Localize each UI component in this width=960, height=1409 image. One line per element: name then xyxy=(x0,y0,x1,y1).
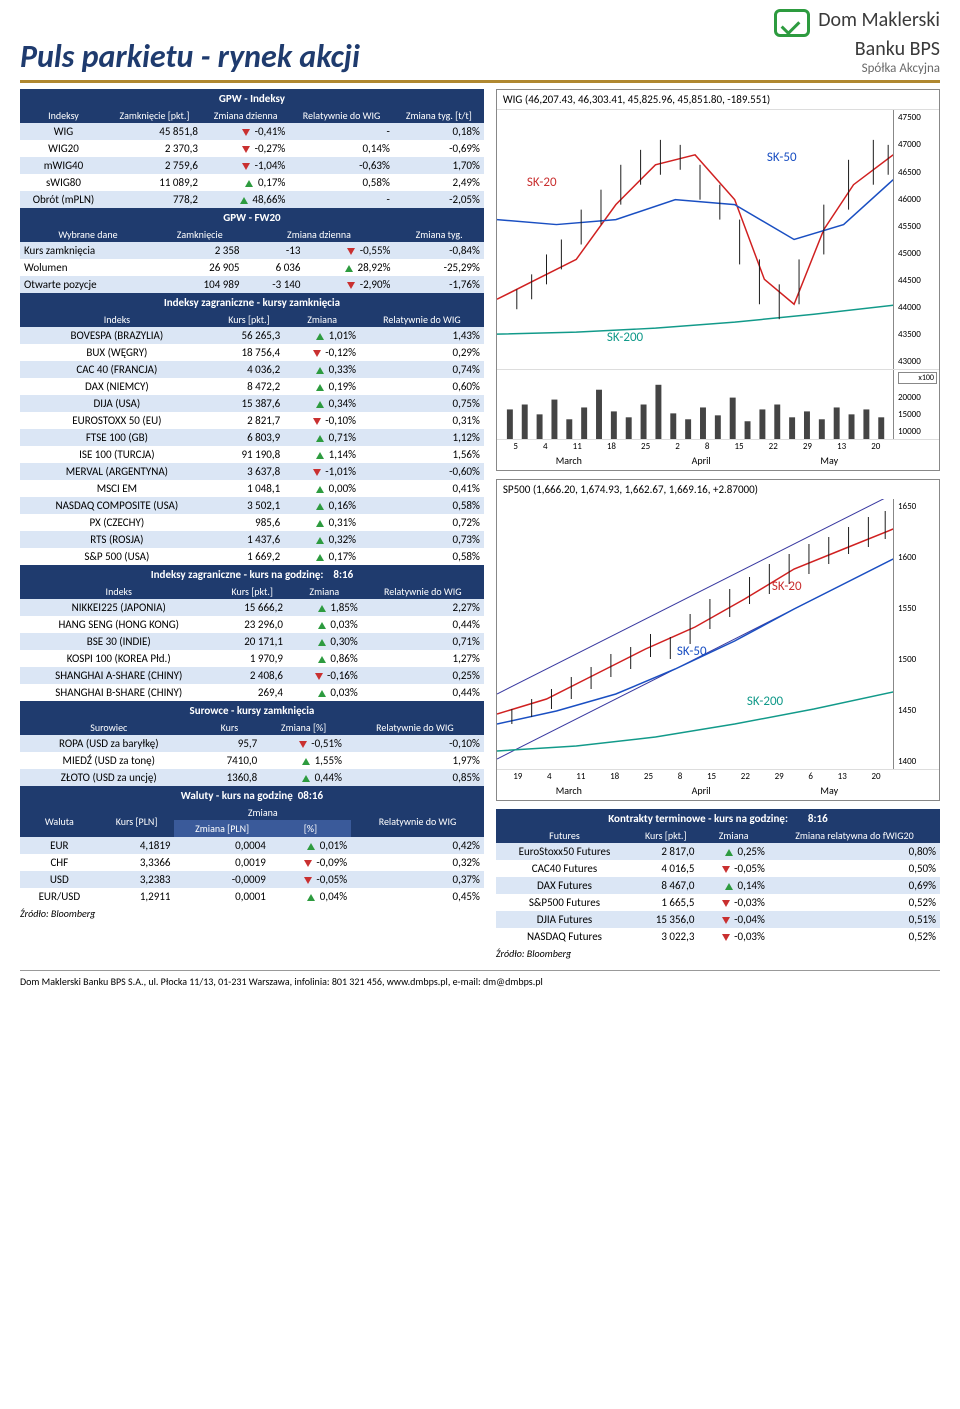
table-row: RTS (ROSJA)1 437,6 0,32%0,73% xyxy=(20,531,484,548)
table-row: NIKKEI225 (JAPONIA)15 666,2 1,85%2,27% xyxy=(20,599,484,616)
arrow-down-icon xyxy=(722,917,730,924)
table-row: DIJA (USA)15 387,6 0,34%0,75% xyxy=(20,395,484,412)
arrow-up-icon xyxy=(307,894,315,901)
table-row: MERVAL (ARGENTYNA)3 637,8 -1,01%-0,60% xyxy=(20,463,484,480)
arrow-down-icon xyxy=(304,860,312,867)
arrow-down-icon xyxy=(304,877,312,884)
arrow-up-icon xyxy=(316,384,324,391)
table-row: ROPA (USD za baryłkę)95,7 -0,51%-0,10% xyxy=(20,735,484,752)
table-row: NASDAQ Futures3 022,3 -0,03%0,52% xyxy=(496,928,940,945)
arrow-down-icon xyxy=(242,163,250,170)
table-row: FTSE 100 (GB)6 803,9 0,71%1,12% xyxy=(20,429,484,446)
table-row: ISE 100 (TURCJA)91 190,8 1,14%1,56% xyxy=(20,446,484,463)
table-row: EUR4,18190,0004 0,01%0,42% xyxy=(20,837,484,854)
arrow-up-icon xyxy=(316,503,324,510)
source-left: Źródło: Bloomberg xyxy=(20,905,484,920)
table-row: SHANGHAI B-SHARE (CHINY)269,4 0,03%0,44% xyxy=(20,684,484,701)
arrow-up-icon xyxy=(316,452,324,459)
arrow-down-icon xyxy=(722,866,730,873)
table-row: BSE 30 (INDIE)20 171,1 0,30%0,71% xyxy=(20,633,484,650)
arrow-down-icon xyxy=(722,934,730,941)
table-row: DJIA Futures15 356,0 -0,04%0,51% xyxy=(496,911,940,928)
arrow-up-icon xyxy=(318,656,326,663)
arrow-down-icon xyxy=(313,418,321,425)
arrow-up-icon xyxy=(302,758,310,765)
table-row: HANG SENG (HONG KONG)23 296,0 0,03%0,44% xyxy=(20,616,484,633)
foreign-hour-table: Indeksy zagraniczne - kurs na godzinę: 8… xyxy=(20,565,484,701)
table-row: EUR/USD1,29110,0001 0,04%0,45% xyxy=(20,888,484,905)
arrow-down-icon xyxy=(313,469,321,476)
arrow-up-icon xyxy=(318,639,326,646)
brand-logo: Dom Maklerski Banku BPS Spółka Akcyjna xyxy=(774,8,940,76)
arrow-up-icon xyxy=(316,486,324,493)
table-row: BUX (WĘGRY)18 756,4 -0,12%0,29% xyxy=(20,344,484,361)
arrow-up-icon xyxy=(318,605,326,612)
source-right: Źródło: Bloomberg xyxy=(496,945,940,960)
table-row: sWIG8011 089,2 0,17%0,58%2,49% xyxy=(20,174,484,191)
fx-table: Waluty - kurs na godzinę 08:16 Waluta Ku… xyxy=(20,786,484,905)
table-row: MIEDŹ (USD za tonę)7410,0 1,55%1,97% xyxy=(20,752,484,769)
arrow-up-icon xyxy=(725,883,733,890)
arrow-down-icon xyxy=(242,146,250,153)
table-row: DAX Futures8 467,0 0,14%0,69% xyxy=(496,877,940,894)
arrow-up-icon xyxy=(725,849,733,856)
page-title: Puls parkietu - rynek akcji xyxy=(20,37,360,76)
arrow-up-icon xyxy=(316,554,324,561)
table-row: PX (CZECHY)985,6 0,31%0,72% xyxy=(20,514,484,531)
arrow-up-icon xyxy=(245,180,253,187)
arrow-up-icon xyxy=(316,520,324,527)
table-row: CHF3,33660,0019 -0,09%0,32% xyxy=(20,854,484,871)
page-footer: Dom Maklerski Banku BPS S.A., ul. Płocka… xyxy=(20,970,940,988)
arrow-up-icon xyxy=(302,775,310,782)
arrow-down-icon xyxy=(299,741,307,748)
arrow-down-icon xyxy=(242,129,250,136)
table-row: MSCI EM1 048,1 0,00%0,41% xyxy=(20,480,484,497)
arrow-up-icon xyxy=(345,265,353,272)
commodities-table: Surowce - kursy zamknięcia Surowiec Kurs… xyxy=(20,701,484,786)
arrow-up-icon xyxy=(316,435,324,442)
table-row: BOVESPA (BRAZYLIA)56 265,3 1,01%1,43% xyxy=(20,327,484,344)
table-row: ZŁOTO (USD za uncję)1360,8 0,44%0,85% xyxy=(20,769,484,786)
arrow-down-icon xyxy=(347,248,355,255)
table-row: CAC 40 (FRANCJA)4 036,2 0,33%0,74% xyxy=(20,361,484,378)
table-row: CAC40 Futures4 016,5 -0,05%0,50% xyxy=(496,860,940,877)
table-row: S&P 500 (USA)1 669,2 0,17%0,58% xyxy=(20,548,484,565)
arrow-down-icon xyxy=(313,350,321,357)
gpw-index-table: GPW - Indeksy Indeksy Zamknięcie [pkt.] … xyxy=(20,89,484,208)
arrow-down-icon xyxy=(347,282,355,289)
table-row: EUROSTOXX 50 (EU)2 821,7 -0,10%0,31% xyxy=(20,412,484,429)
table-row: EuroStoxx50 Futures2 817,0 0,25%0,80% xyxy=(496,843,940,860)
table-row: WIG45 851,8 -0,41%-0,18% xyxy=(20,123,484,140)
sp500-chart: SP500 (1,666.20, 1,674.93, 1,662.67, 1,6… xyxy=(496,479,940,801)
table-row: DAX (NIEMCY)8 472,2 0,19%0,60% xyxy=(20,378,484,395)
logo-icon xyxy=(774,9,810,37)
table-row: Wolumen26 9056 036 28,92%-25,29% xyxy=(20,259,484,276)
fw20-table: GPW - FW20 Wybrane dane Zamknięcie Zmian… xyxy=(20,208,484,293)
arrow-up-icon xyxy=(316,401,324,408)
futures-table: Kontrakty terminowe - kurs na godzinę: 8… xyxy=(496,809,940,945)
arrow-up-icon xyxy=(307,843,315,850)
arrow-up-icon xyxy=(316,367,324,374)
arrow-up-icon xyxy=(316,333,324,340)
arrow-up-icon xyxy=(316,537,324,544)
table-row: Otwarte pozycje104 989-3 140 -2,90%-1,76… xyxy=(20,276,484,293)
foreign-close-table: Indeksy zagraniczne - kursy zamknięcia I… xyxy=(20,293,484,565)
table-row: NASDAQ COMPOSITE (USA)3 502,1 0,16%0,58% xyxy=(20,497,484,514)
arrow-down-icon xyxy=(722,900,730,907)
table-row: WIG202 370,3 -0,27%0,14%-0,69% xyxy=(20,140,484,157)
table-row: SHANGHAI A-SHARE (CHINY)2 408,6 -0,16%0,… xyxy=(20,667,484,684)
table-row: S&P500 Futures1 665,5 -0,03%0,52% xyxy=(496,894,940,911)
wig-chart: WIG (46,207.43, 46,303.41, 45,825.96, 45… xyxy=(496,89,940,471)
table-row: mWIG402 759,6 -1,04%-0,63%1,70% xyxy=(20,157,484,174)
table-row: Obrót (mPLN)778,2 48,66%--2,05% xyxy=(20,191,484,208)
table-row: USD3,2383-0,0009 -0,05%0,37% xyxy=(20,871,484,888)
table-row: KOSPI 100 (KOREA Płd.)1 970,9 0,86%1,27% xyxy=(20,650,484,667)
arrow-up-icon xyxy=(318,622,326,629)
table-row: Kurs zamknięcia2 358-13 -0,55%-0,84% xyxy=(20,242,484,259)
arrow-up-icon xyxy=(240,197,248,204)
arrow-up-icon xyxy=(318,690,326,697)
arrow-down-icon xyxy=(315,673,323,680)
